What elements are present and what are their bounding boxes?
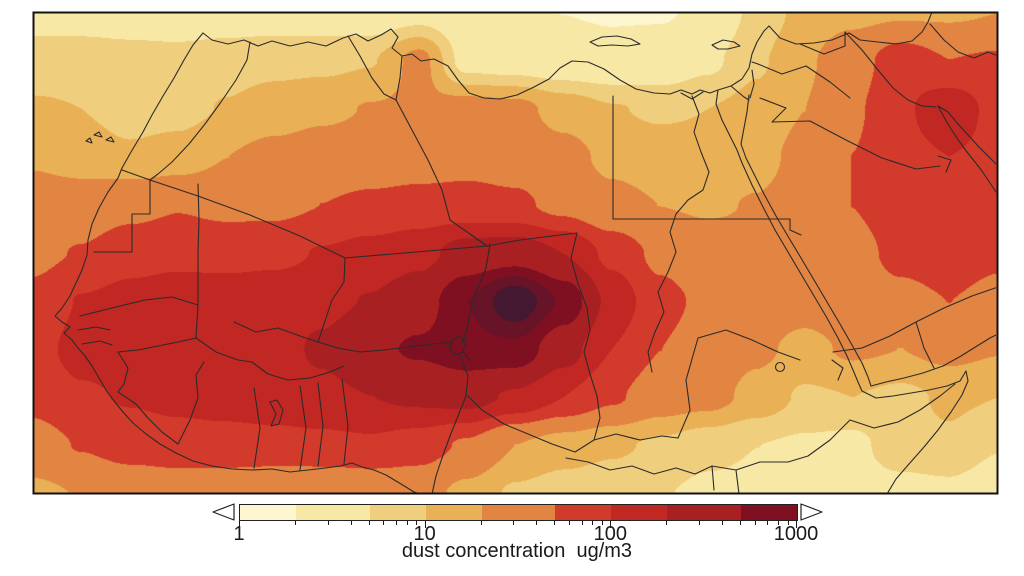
- dust-concentration-field: [33, 12, 998, 494]
- colorbar-under-arrow: [212, 503, 235, 521]
- colorbar-major-tick: [424, 521, 426, 528]
- colorbar-segment-500-1000: [741, 505, 797, 520]
- colorbar-minor-tick: [778, 521, 779, 525]
- colorbar-segment-50-100: [555, 505, 612, 520]
- colorbar-major-tick: [239, 521, 240, 528]
- colorbar-minor-tick: [722, 521, 724, 525]
- colorbar-minor-tick: [416, 521, 418, 525]
- colorbar-minor-tick: [740, 521, 742, 525]
- colorbar-minor-tick: [327, 521, 329, 525]
- colorbar-minor-tick: [787, 521, 789, 525]
- colorbar-minor-tick: [666, 521, 668, 525]
- colorbar-segment-2-5: [295, 505, 370, 520]
- colorbar-minor-tick: [569, 521, 571, 525]
- colorbar-minor-tick: [767, 521, 769, 525]
- colorbar-minor-tick: [754, 521, 756, 525]
- colorbar-title: dust concentration ug/m3: [401, 540, 633, 562]
- colorbar-segment-100-200: [611, 505, 668, 520]
- colorbar-major-tick: [796, 521, 797, 528]
- colorbar-minor-tick: [536, 521, 538, 525]
- colorbar-minor-tick: [480, 521, 482, 525]
- colorbar-minor-tick: [698, 521, 700, 525]
- colorbar-minor-tick: [350, 521, 352, 525]
- colorbar-segment-5-10: [369, 505, 426, 520]
- colorbar-minor-tick: [513, 521, 515, 525]
- colorbar-minor-tick: [368, 521, 370, 525]
- colorbar-minor-tick: [395, 521, 397, 525]
- colorbar-minor-tick: [554, 521, 556, 525]
- colorbar-tick-label: 1000: [773, 523, 819, 545]
- colorbar-tick-label: 100: [593, 523, 628, 545]
- colorbar-minor-tick: [406, 521, 408, 525]
- colorbar-tick-label: 10: [413, 523, 436, 545]
- colorbar-tick-label: 1: [233, 523, 245, 545]
- colorbar-major-tick: [610, 521, 612, 528]
- colorbar-segment-1-2: [240, 505, 296, 520]
- colorbar-minor-tick: [581, 521, 583, 525]
- colorbar-segment-20-50: [481, 505, 556, 520]
- colorbar-over-arrow: [800, 503, 823, 521]
- colorbar: [239, 504, 798, 521]
- colorbar-minor-tick: [294, 521, 296, 525]
- colorbar-minor-tick: [601, 521, 603, 525]
- colorbar-segment-10-20: [425, 505, 482, 520]
- colorbar-minor-tick: [592, 521, 594, 525]
- colorbar-minor-tick: [383, 521, 385, 525]
- colorbar-segment-200-500: [667, 505, 742, 520]
